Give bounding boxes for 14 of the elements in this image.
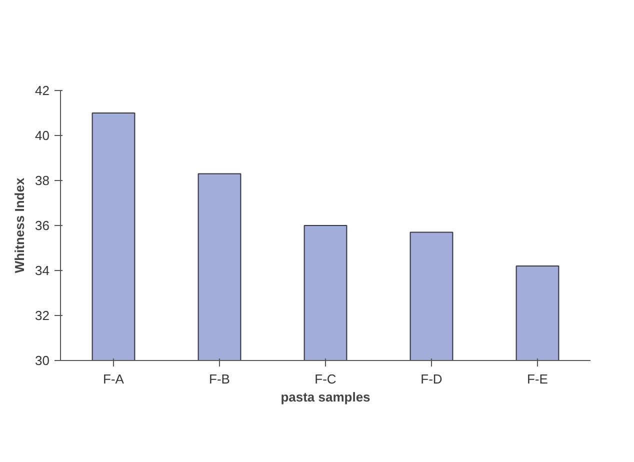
x-tick-label: F-E (527, 372, 548, 386)
x-tick-label: F-D (420, 372, 442, 386)
x-axis-title: pasta samples (280, 390, 370, 404)
y-tick-label: 30 (35, 353, 50, 368)
x-tick-label: F-C (314, 372, 336, 386)
x-tick-label: F-B (209, 372, 230, 386)
y-tick-label: 38 (35, 173, 50, 188)
y-tick-label: 36 (35, 218, 50, 233)
y-tick-label: 34 (35, 263, 50, 278)
y-tick-label: 32 (35, 308, 50, 323)
y-tick-label: 40 (35, 128, 50, 143)
x-tick-label: F-A (103, 372, 124, 386)
y-axis-title: Whitness Index (12, 177, 28, 274)
y-tick-label: 42 (35, 83, 50, 98)
